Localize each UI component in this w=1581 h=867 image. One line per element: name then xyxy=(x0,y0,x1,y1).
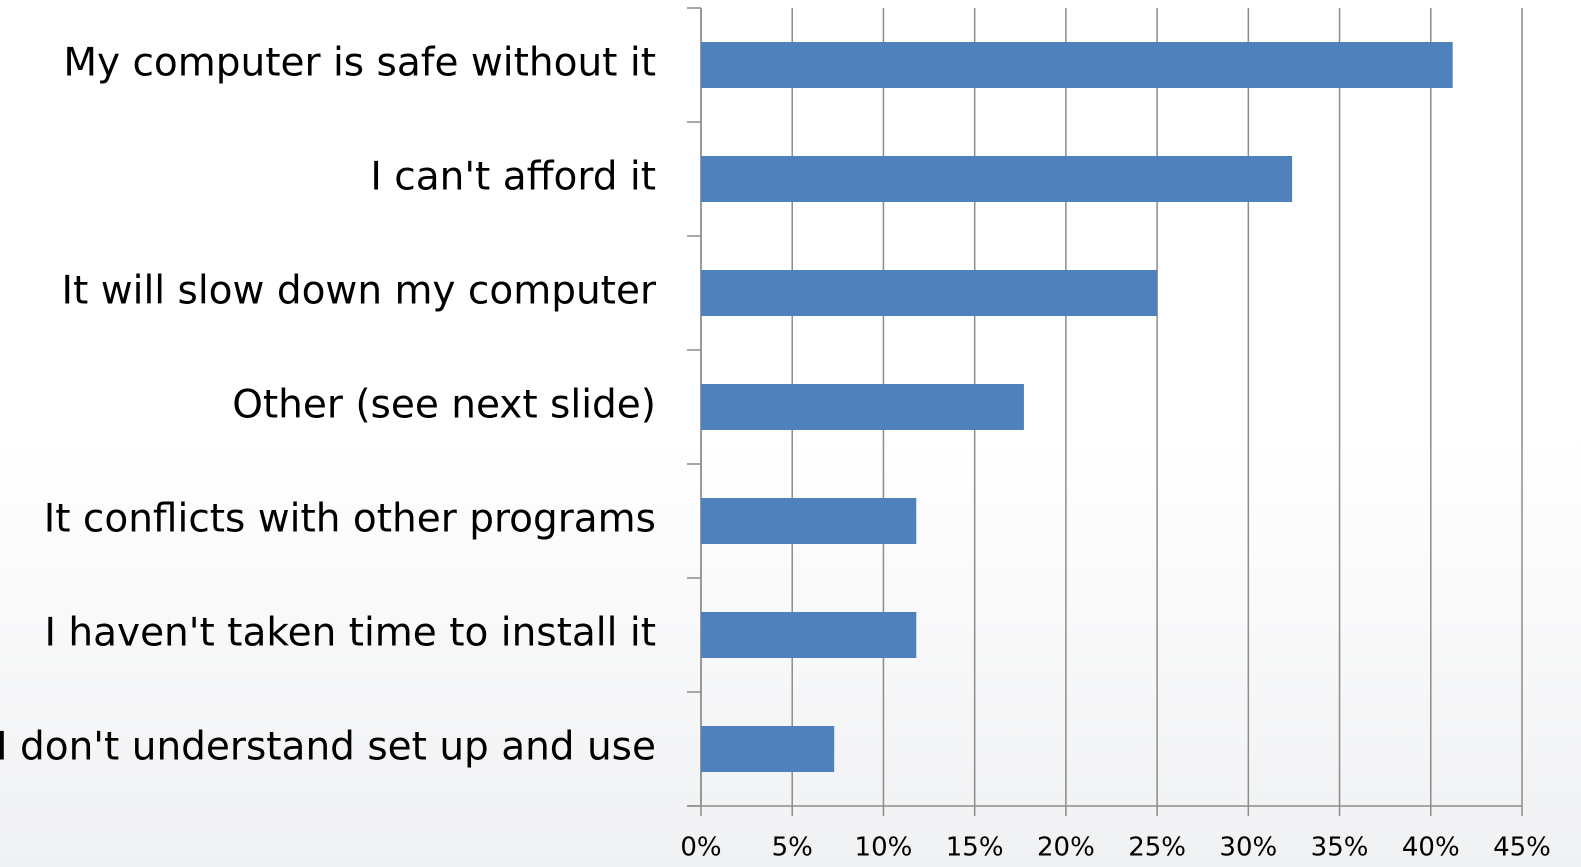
x-tick-label: 10% xyxy=(855,833,913,863)
bar xyxy=(701,270,1158,316)
x-tick-label: 45% xyxy=(1493,833,1551,863)
bar xyxy=(701,726,835,772)
y-tick-label: Other (see next slide) xyxy=(232,383,656,428)
y-tick-label: I haven't taken time to install it xyxy=(44,611,656,656)
x-tick-label: 40% xyxy=(1402,833,1460,863)
bar xyxy=(701,42,1453,88)
x-tick-label: 15% xyxy=(946,833,1004,863)
x-tick-label: 35% xyxy=(1311,833,1369,863)
x-tick-label: 25% xyxy=(1128,833,1186,863)
bar xyxy=(701,612,917,658)
y-tick-label: It conflicts with other programs xyxy=(44,497,656,542)
y-tick-label: My computer is safe without it xyxy=(63,41,656,86)
bar xyxy=(701,498,917,544)
x-tick-label: 30% xyxy=(1219,833,1277,863)
x-tick-label: 20% xyxy=(1037,833,1095,863)
bar xyxy=(701,156,1293,202)
bar xyxy=(701,384,1024,430)
y-tick-label: It will slow down my computer xyxy=(62,269,657,314)
x-tick-label: 5% xyxy=(772,833,813,863)
y-tick-label: I can't afford it xyxy=(370,155,656,200)
x-tick-label: 0% xyxy=(680,833,721,863)
y-tick-label: I don't understand set up and use xyxy=(0,725,656,770)
